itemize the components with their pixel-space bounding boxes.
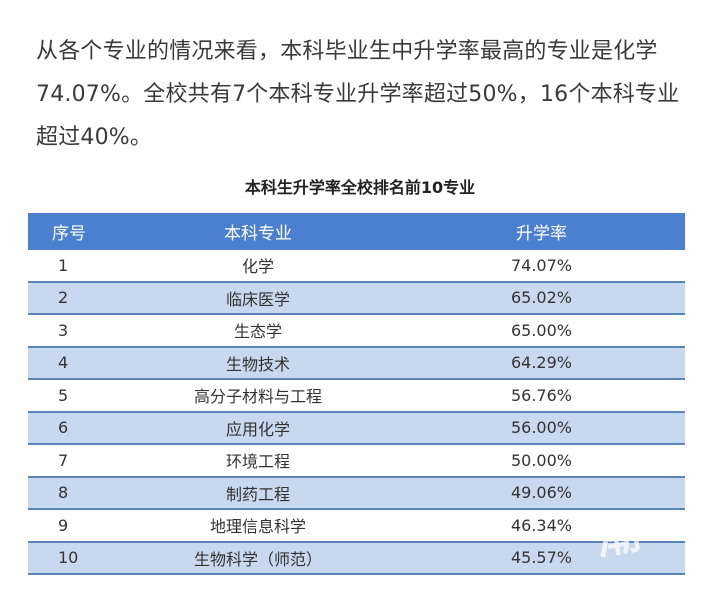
table-row: 2 临床医学 65.02% [28,282,685,315]
cell-rate: 74.07% [510,255,572,275]
cell-index: 1 [58,255,69,275]
header-major: 本科专业 [224,224,292,244]
cell-major: 地理信息科学 [209,517,306,537]
ranking-table: 序号 本科专业 升学率 1 化学 74.07% 2 临床医学 65.02% 3 生态学 65… [28,213,685,575]
cell-major: 生态学 [233,322,282,342]
cell-rate: 65.02% [510,288,572,308]
cell-index: 4 [58,353,69,373]
cell-major: 高分子材料与工程 [193,387,322,407]
cell-major: 生物科学（师范） [193,549,322,569]
table-row: 7 环境工程 50.00% [28,445,685,478]
cell-major: 环境工程 [225,452,290,472]
cell-major: 临床医学 [225,289,290,309]
cell-index: 3 [58,320,69,340]
cell-rate: 46.34% [510,515,572,535]
table-row: 9 地理信息科学 46.34% [28,510,685,543]
intro-paragraph: 从各个专业的情况来看，本科毕业生中升学率最高的专业是化学74.07%。全校共有7… [36,39,680,150]
cell-rate: 45.57% [510,548,572,568]
table-row: 8 制药工程 49.06% [28,477,685,510]
cell-major: 应用化学 [225,419,290,439]
table-caption: 本科生升学率全校排名前10专业 [244,178,476,197]
cell-index: 7 [58,450,69,470]
cell-rate: 65.00% [510,320,572,340]
cell-rate: 64.29% [510,353,572,373]
cell-rate: 50.00% [510,450,572,470]
table-row: 1 化学 74.07% [28,250,685,283]
cell-index: 5 [58,385,69,405]
header-rate: 升学率 [516,224,567,244]
cell-rate: 56.76% [510,385,572,405]
cell-index: 9 [58,515,69,535]
table-header: 序号 本科专业 升学率 [28,213,685,250]
cell-index: 6 [58,418,69,438]
table-row: 4 生物技术 64.29% [28,347,685,380]
cell-index: 8 [58,483,69,503]
table-row: 10 生物科学（师范） 45.57% [28,542,685,575]
cell-major: 制药工程 [225,484,290,504]
cell-rate: 49.06% [510,483,572,503]
header-index: 序号 [52,224,86,244]
table-row: 6 应用化学 56.00% [28,412,685,445]
cell-index: 10 [58,548,79,568]
cell-rate: 56.00% [510,418,572,438]
cell-index: 2 [58,288,69,308]
cell-major: 化学 [241,257,274,277]
table-row: 5 高分子材料与工程 56.76% [28,380,685,413]
cell-major: 生物技术 [225,354,290,374]
table-row: 3 生态学 65.00% [28,315,685,348]
